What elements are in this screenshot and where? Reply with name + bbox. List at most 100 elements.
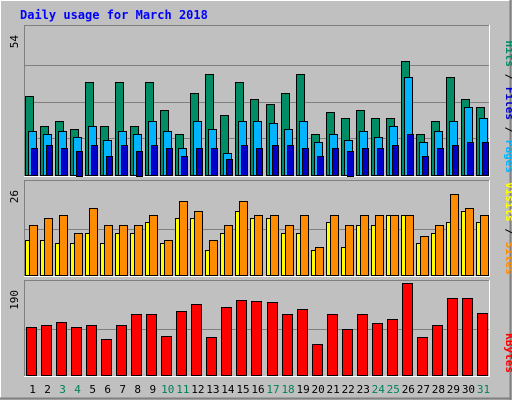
bar-pages-day-21	[332, 148, 339, 176]
bar-kbytes-day-18	[282, 314, 293, 376]
x-tick-label: 31	[477, 383, 490, 396]
legend-item-kbytes: KBytes	[503, 333, 512, 373]
bar-pages-day-16	[256, 148, 263, 176]
bar-kbytes-day-29	[447, 298, 458, 376]
bar-kbytes-day-5	[86, 325, 97, 376]
x-tick-label: 27	[417, 383, 430, 396]
bar-pages-day-7	[121, 145, 128, 176]
x-tick-label: 22	[342, 383, 355, 396]
x-tick-label: 8	[134, 383, 141, 396]
x-tick-label: 15	[236, 383, 249, 396]
bar-sites-day-20	[315, 247, 324, 276]
bar-sites-day-6	[104, 225, 113, 276]
bar-kbytes-day-14	[221, 307, 232, 376]
bar-kbytes-day-8	[131, 314, 142, 376]
bar-sites-day-3	[59, 215, 68, 276]
bar-pages-day-1	[31, 148, 38, 176]
bar-kbytes-day-28	[432, 325, 443, 376]
x-tick-label: 30	[462, 383, 475, 396]
bar-pages-day-25	[392, 145, 399, 176]
bar-kbytes-day-16	[251, 301, 262, 376]
bar-sites-day-24	[375, 215, 384, 276]
bar-sites-day-13	[209, 240, 218, 276]
y-max-label: 190	[8, 290, 21, 310]
bar-sites-day-31	[480, 215, 489, 276]
bar-kbytes-day-6	[101, 339, 112, 376]
bar-pages-day-29	[452, 145, 459, 176]
bar-pages-day-18	[287, 145, 294, 176]
bar-sites-day-11	[179, 201, 188, 276]
x-tick-label: 10	[161, 383, 174, 396]
bar-pages-day-3	[61, 148, 68, 176]
bar-pages-day-17	[272, 145, 279, 176]
legend-item-files: Files	[503, 87, 512, 120]
bar-kbytes-day-17	[267, 302, 278, 376]
bar-sites-day-18	[285, 225, 294, 276]
bar-sites-day-25	[390, 215, 399, 276]
x-tick-label: 5	[89, 383, 96, 396]
bar-pages-day-26	[407, 134, 414, 176]
bar-sites-day-15	[239, 201, 248, 276]
legend-separator: /	[503, 120, 512, 140]
x-tick-label: 28	[432, 383, 445, 396]
panel-top: 54 Hits / Files / Pages	[8, 25, 512, 177]
bar-pages-day-4	[76, 151, 83, 177]
bar-kbytes-day-7	[116, 325, 127, 376]
x-tick-label: 20	[312, 383, 325, 396]
bar-sites-day-21	[330, 215, 339, 276]
bar-kbytes-day-24	[372, 323, 383, 376]
bar-sites-day-5	[89, 208, 98, 276]
bar-sites-day-1	[29, 225, 38, 276]
bar-kbytes-day-30	[462, 298, 473, 376]
x-tick-label: 4	[74, 383, 81, 396]
bar-sites-day-22	[345, 225, 354, 276]
x-tick-label: 29	[447, 383, 460, 396]
bar-sites-day-27	[420, 236, 429, 276]
bar-kbytes-day-11	[176, 311, 187, 376]
bar-sites-day-28	[435, 225, 444, 276]
x-tick-label: 6	[104, 383, 111, 396]
bar-pages-day-12	[196, 148, 203, 176]
bar-pages-day-2	[46, 145, 53, 176]
bar-pages-day-23	[362, 148, 369, 176]
bar-pages-day-28	[437, 148, 444, 176]
bar-pages-day-5	[91, 145, 98, 176]
x-tick-label: 2	[44, 383, 51, 396]
bar-kbytes-day-3	[56, 322, 67, 376]
bar-sites-day-8	[134, 225, 143, 276]
x-tick-label: 24	[372, 383, 386, 396]
bar-pages-day-9	[151, 145, 158, 176]
bar-sites-day-30	[465, 208, 474, 276]
bar-kbytes-day-15	[236, 300, 247, 376]
bar-pages-day-11	[181, 156, 188, 176]
panel-mid: 26 Visits / Sites	[8, 180, 512, 277]
chart-title: Daily usage for March 2018	[20, 8, 208, 22]
bar-kbytes-day-23	[357, 314, 368, 376]
x-tick-label: 14	[221, 383, 235, 396]
legend-top: Hits / Files / Pages	[503, 41, 512, 174]
plot-area: 54 Hits / Files / Pages 26 Visits / Sites 19…	[8, 25, 512, 377]
x-axis-labels: 1 2 3 4 5 6 7 8 9 10 11 12 13 14 15 16 17 18 19 20 21 22 23 24 2…	[29, 383, 490, 396]
bar-pages-day-8	[136, 151, 143, 177]
y-max-label: 54	[8, 35, 21, 49]
bar-kbytes-day-12	[191, 304, 202, 376]
bar-kbytes-day-13	[206, 337, 217, 376]
bar-pages-day-30	[467, 142, 474, 176]
legend-mid: Visits / Sites	[503, 182, 512, 275]
bar-pages-day-13	[211, 148, 218, 176]
bar-sites-day-4	[74, 233, 83, 276]
bar-kbytes-day-22	[342, 329, 353, 376]
bar-sites-day-16	[254, 215, 263, 276]
x-tick-label: 11	[176, 383, 189, 396]
bar-pages-day-6	[106, 156, 113, 176]
x-tick-label: 21	[327, 383, 340, 396]
bar-kbytes-day-31	[477, 313, 488, 376]
legend-item-visits: Visits	[503, 182, 512, 222]
x-tick-label: 18	[281, 383, 294, 396]
bar-sites-day-26	[405, 215, 414, 276]
bar-sites-day-23	[360, 215, 369, 276]
legend-item-sites: Sites	[503, 242, 512, 275]
x-tick-label: 3	[59, 383, 66, 396]
y-max-label: 26	[8, 190, 21, 203]
